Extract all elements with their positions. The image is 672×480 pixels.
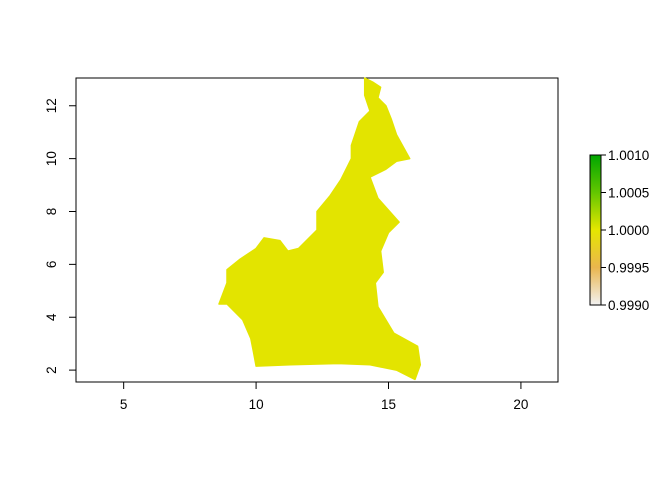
y-tick-label: 12	[44, 98, 59, 113]
x-tick-label: 10	[249, 397, 264, 412]
x-tick-label: 15	[381, 397, 396, 412]
plot-frame	[75, 77, 559, 383]
legend-tick-label: 1.0005	[608, 186, 649, 201]
plot-axes	[75, 77, 559, 383]
legend-tick-label: 0.9995	[608, 261, 649, 276]
x-tick-label: 20	[513, 397, 528, 412]
legend-tick-label: 1.0000	[608, 223, 649, 238]
raster-region	[218, 77, 422, 381]
color-legend: 1.0010 1.0005 1.0000 0.9995 0.9990	[589, 148, 649, 313]
y-tick-label: 10	[44, 151, 59, 166]
legend-tick-label: 1.0010	[608, 148, 649, 163]
country-raster	[218, 77, 422, 381]
y-tick-label: 8	[44, 208, 59, 216]
y-tick-label: 2	[44, 366, 59, 374]
x-tick-label: 5	[120, 397, 128, 412]
y-tick-label: 6	[44, 261, 59, 269]
legend-tick-label: 0.9990	[608, 298, 649, 313]
y-tick-label: 4	[44, 313, 59, 321]
legend-bar	[590, 155, 601, 305]
y-axis: 2 4 6 8 10 12	[44, 98, 76, 374]
x-axis: 5 10 15 20	[120, 382, 528, 412]
